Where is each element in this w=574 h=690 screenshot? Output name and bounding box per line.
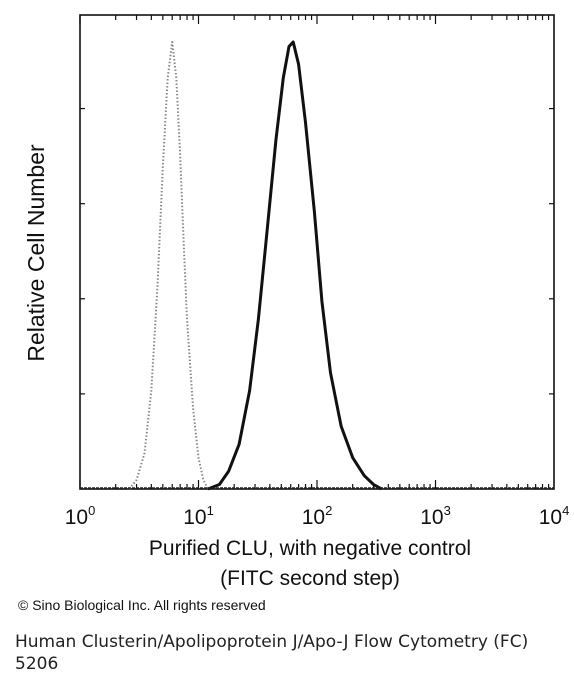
x-tick-label: 103 [420,503,451,529]
x-tick-labels: 100 101 102 103 104 [65,503,570,529]
copyright-notice: © Sino Biological Inc. All rights reserv… [18,597,266,613]
histogram-line-solid [207,40,383,491]
x-tick-label: 102 [302,503,333,529]
histogram-line-dotted [128,41,209,490]
histogram-series [80,40,554,491]
x-tick-label: 104 [539,503,570,529]
axis-ticks [79,15,554,489]
figure-caption: Human Clusterin/Apolipoprotein J/Apo-J F… [15,632,529,674]
x-tick-label: 101 [183,503,214,529]
y-axis-label: Relative Cell Number [23,144,49,362]
x-axis-label-line1: Purified CLU, with negative control [148,537,472,560]
x-tick-label: 100 [65,503,96,529]
x-axis-label-line2: (FITC second step) [220,567,400,590]
